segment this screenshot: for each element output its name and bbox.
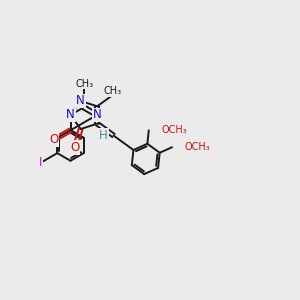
Text: OCH₃: OCH₃ (184, 142, 210, 152)
Text: OCH₃: OCH₃ (161, 125, 187, 135)
Text: O: O (49, 133, 58, 146)
Text: O: O (70, 141, 80, 154)
Text: I: I (39, 156, 42, 169)
Text: CH₃: CH₃ (103, 86, 121, 96)
Text: N: N (76, 94, 85, 107)
Text: CH₃: CH₃ (75, 79, 93, 88)
Text: N: N (92, 109, 101, 122)
Text: H: H (99, 129, 108, 142)
Text: N: N (66, 109, 75, 122)
